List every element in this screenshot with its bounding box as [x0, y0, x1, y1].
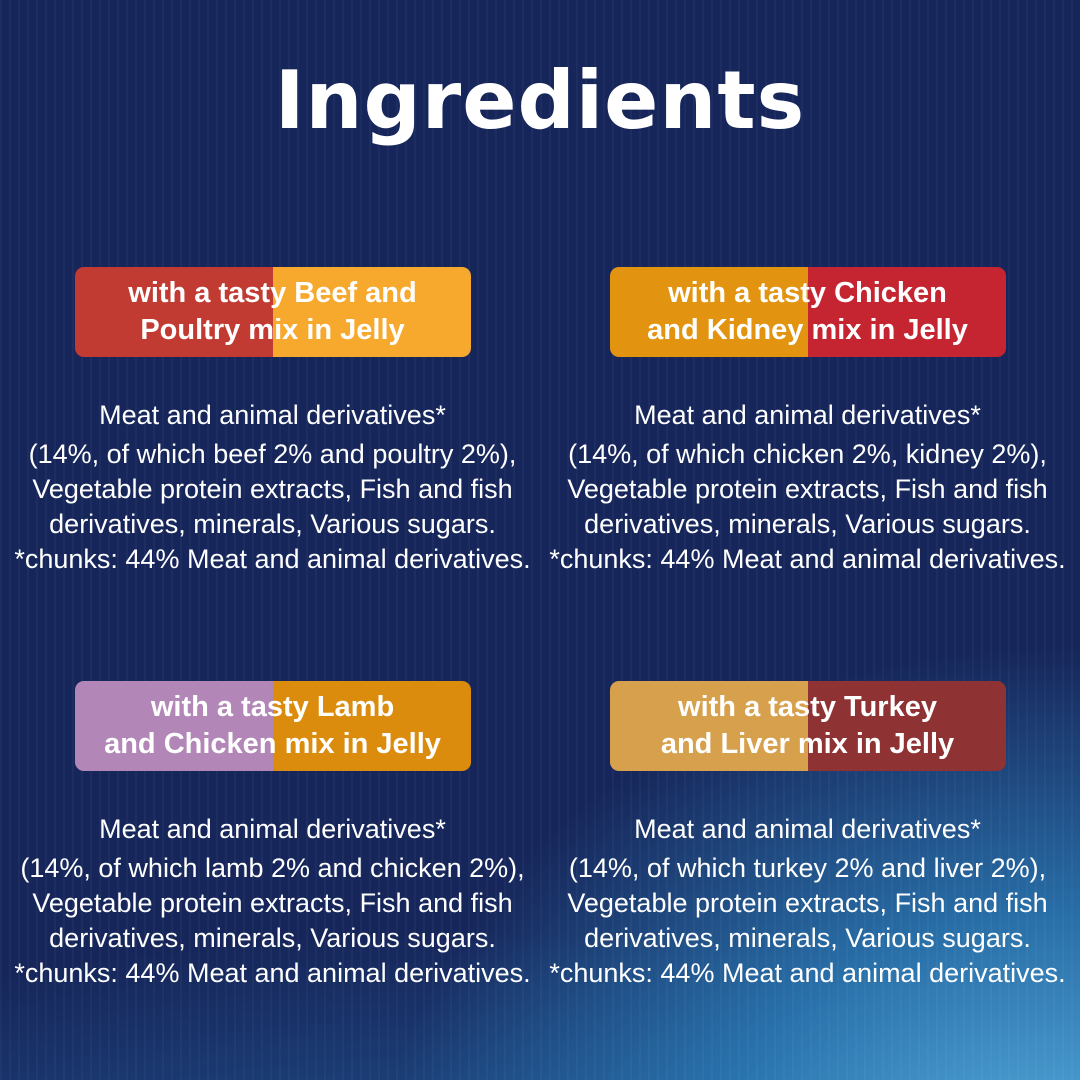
quadrant-chicken-kidney: with a tasty Chicken and Kidney mix in J…	[549, 267, 1066, 577]
ingredients-line: Vegetable protein extracts, Fish and fis…	[567, 888, 1048, 918]
ingredients-text: Meat and animal derivatives* (14%, of wh…	[549, 812, 1065, 991]
quadrant-turkey-liver: with a tasty Turkey and Liver mix in Jel…	[549, 681, 1066, 991]
page-title: Ingredients	[274, 54, 806, 147]
banner-left-half	[74, 681, 273, 771]
ingredients-line: derivatives, minerals, Various sugars.	[584, 509, 1031, 539]
quadrant-beef-poultry: with a tasty Beef and Poultry mix in Jel…	[14, 267, 531, 577]
banner-label: with a tasty Lamb and Chicken mix in Jel…	[75, 681, 471, 771]
variety-banner-lamb-chicken: with a tasty Lamb and Chicken mix in Jel…	[74, 681, 471, 771]
ingredients-line: Meat and animal derivatives*	[99, 400, 446, 430]
banner-label: with a tasty Beef and Poultry mix in Jel…	[75, 267, 471, 357]
banner-label: with a tasty Turkey and Liver mix in Jel…	[610, 681, 1006, 771]
ingredients-line: Vegetable protein extracts, Fish and fis…	[32, 474, 513, 504]
variety-banner-chicken-kidney: with a tasty Chicken and Kidney mix in J…	[609, 267, 1006, 357]
banner-right-half	[807, 681, 1006, 771]
ingredients-line: Vegetable protein extracts, Fish and fis…	[32, 888, 513, 918]
ingredients-line: (14%, of which chicken 2%, kidney 2%),	[568, 439, 1047, 469]
varieties-grid: with a tasty Beef and Poultry mix in Jel…	[0, 267, 1080, 991]
variety-banner-beef-poultry: with a tasty Beef and Poultry mix in Jel…	[74, 267, 471, 357]
ingredients-line: Meat and animal derivatives*	[99, 814, 446, 844]
ingredients-line: *chunks: 44% Meat and animal derivatives…	[549, 544, 1066, 574]
ingredients-text: Meat and animal derivatives* (14%, of wh…	[549, 398, 1065, 577]
banner-left-half	[609, 681, 808, 771]
banner-left-half	[74, 267, 273, 357]
banner-label-line: with a tasty Chicken	[668, 277, 947, 309]
ingredients-line: *chunks: 44% Meat and animal derivatives…	[14, 544, 531, 574]
banner-label-line: and Chicken mix in Jelly	[104, 728, 441, 760]
banner-label-line: and Liver mix in Jelly	[660, 728, 955, 760]
variety-banner-turkey-liver: with a tasty Turkey and Liver mix in Jel…	[609, 681, 1006, 771]
ingredients-line: derivatives, minerals, Various sugars.	[49, 509, 496, 539]
banner-left-half	[609, 267, 808, 357]
ingredients-line: Meat and animal derivatives*	[634, 400, 981, 430]
ingredients-line: derivatives, minerals, Various sugars.	[584, 923, 1031, 953]
banner-label-line: Poultry mix in Jelly	[140, 314, 405, 346]
ingredients-line: Meat and animal derivatives*	[634, 814, 981, 844]
ingredients-line: (14%, of which turkey 2% and liver 2%),	[568, 853, 1047, 883]
banner-label-line: and Kidney mix in Jelly	[647, 314, 968, 346]
quadrant-lamb-chicken: with a tasty Lamb and Chicken mix in Jel…	[14, 681, 531, 991]
banner-right-half	[807, 267, 1006, 357]
banner-label-line: with a tasty Turkey	[678, 691, 937, 723]
ingredients-line: *chunks: 44% Meat and animal derivatives…	[549, 958, 1066, 988]
ingredients-line: derivatives, minerals, Various sugars.	[49, 923, 496, 953]
banner-right-half	[272, 681, 471, 771]
ingredients-line: *chunks: 44% Meat and animal derivatives…	[14, 958, 531, 988]
banner-label-line: with a tasty Beef and	[128, 277, 417, 309]
banner-label: with a tasty Chicken and Kidney mix in J…	[610, 267, 1006, 357]
ingredients-line: (14%, of which beef 2% and poultry 2%),	[28, 439, 517, 469]
banner-label-line: with a tasty Lamb	[150, 691, 395, 723]
ingredients-text: Meat and animal derivatives* (14%, of wh…	[14, 812, 530, 991]
ingredients-text: Meat and animal derivatives* (14%, of wh…	[14, 398, 530, 577]
banner-right-half	[272, 267, 471, 357]
ingredients-line: Vegetable protein extracts, Fish and fis…	[567, 474, 1048, 504]
ingredients-line: (14%, of which lamb 2% and chicken 2%),	[20, 853, 525, 883]
